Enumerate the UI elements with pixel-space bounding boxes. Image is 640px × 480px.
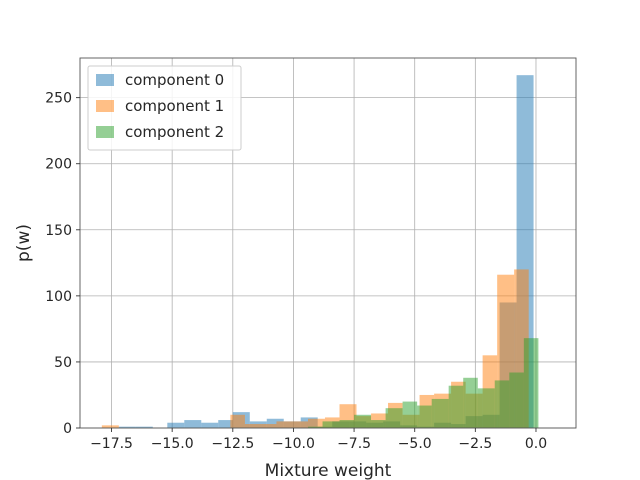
histogram-bar: [385, 408, 403, 428]
histogram-bar: [293, 421, 308, 428]
histogram-bar: [101, 425, 119, 428]
histogram-bar: [307, 418, 325, 428]
x-tick-label: −15.0: [151, 436, 194, 452]
legend-label: component 2: [125, 123, 224, 141]
histogram-bar: [477, 388, 495, 428]
x-tick-label: −17.5: [90, 436, 133, 452]
histogram-bar: [266, 418, 284, 428]
histogram-bar: [307, 426, 323, 428]
legend-box: [87, 65, 242, 151]
histogram-bar: [431, 398, 449, 428]
y-tick-label: 100: [45, 289, 72, 305]
x-axis: −17.5 −15.0 −12.5 −10.0 −7.5 −5.0 −2.5 0.0: [90, 428, 547, 452]
histogram-bar: [354, 414, 372, 428]
histogram-bar: [230, 414, 245, 428]
bars: [101, 75, 539, 428]
histogram-bar: [509, 372, 524, 428]
y-tick-label: 50: [54, 355, 72, 371]
histogram-bar: [276, 421, 294, 428]
x-tick-label: 0.0: [525, 436, 547, 452]
histogram-bar: [339, 420, 355, 428]
histogram-bar: [218, 420, 233, 428]
histogram-bar: [118, 426, 136, 428]
y-axis-label: p(w): [14, 224, 34, 262]
series-component-2: [307, 338, 539, 428]
y-axis: 0 50 100 150 200 250: [45, 91, 80, 437]
histogram-bar: [135, 426, 153, 428]
x-tick-label: −10.0: [272, 436, 315, 452]
histogram-bar: [184, 420, 202, 428]
histogram-bar: [463, 377, 478, 428]
histogram-bar: [371, 420, 386, 428]
x-tick-label: −5.0: [398, 436, 432, 452]
plot-frame: [79, 57, 577, 429]
x-tick-label: −12.5: [211, 436, 254, 452]
histogram-bar: [494, 380, 510, 428]
legend-label: component 0: [125, 71, 224, 89]
x-axis-label: Mixture weight: [265, 461, 392, 480]
legend-swatch: [96, 74, 114, 86]
histogram-bar: [448, 385, 464, 428]
histogram-bar: [402, 401, 418, 428]
histogram-bar: [322, 421, 340, 428]
legend-swatch: [96, 126, 114, 138]
histogram-bar: [244, 424, 262, 428]
y-tick-label: 250: [45, 91, 72, 107]
y-tick-label: 200: [45, 157, 72, 173]
histogram-bar: [261, 424, 277, 428]
histogram-bar: [167, 422, 185, 428]
histogram-bar: [417, 405, 432, 428]
x-tick-label: −7.5: [337, 436, 371, 452]
legend-swatch: [96, 100, 114, 112]
y-tick-label: 150: [45, 223, 72, 239]
legend-label: component 1: [125, 97, 224, 115]
legend: component 0 component 1 component 2: [87, 65, 242, 151]
histogram-bar: [523, 338, 539, 428]
histogram-bar: [201, 422, 219, 428]
x-tick-label: −2.5: [458, 436, 492, 452]
y-tick-label: 0: [63, 421, 72, 437]
